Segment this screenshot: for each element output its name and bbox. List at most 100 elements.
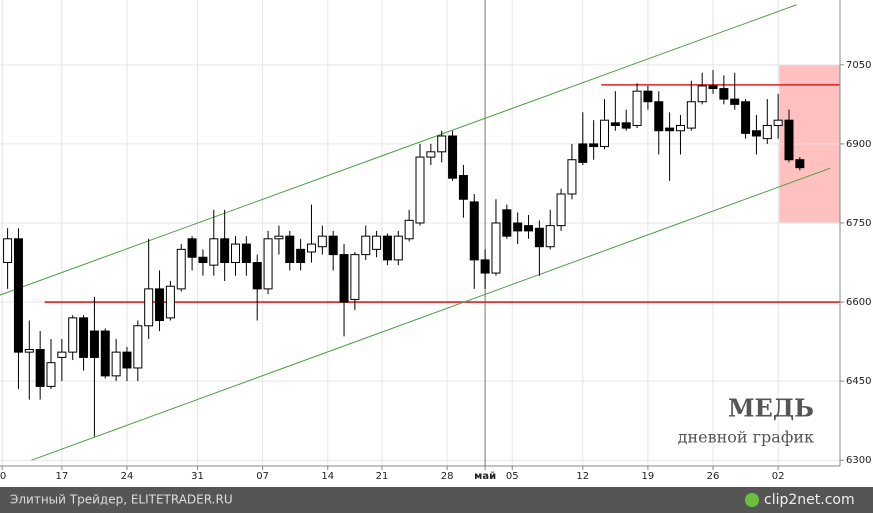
candle-body: [784, 119, 794, 161]
x-tick-label: 31: [191, 471, 204, 482]
y-tick-label: 6900: [846, 139, 871, 150]
candle-body: [730, 98, 740, 105]
x-tick-label: 21: [376, 471, 389, 482]
footer-text: Элитный Трейдер, ELITETRADER.RU: [10, 493, 233, 507]
candle-body: [632, 90, 642, 126]
candle-body: [567, 159, 577, 195]
candle-body: [339, 254, 349, 303]
candle-body: [209, 238, 219, 266]
candle-body: [382, 235, 392, 261]
candle-body: [643, 90, 653, 103]
x-tick-label: 19: [642, 471, 655, 482]
candle-body: [751, 130, 761, 137]
candle-body: [296, 248, 306, 264]
candle-body: [165, 285, 175, 319]
candle-body: [534, 227, 544, 248]
watermark: clip2net.com: [764, 492, 855, 508]
candle-body: [741, 101, 751, 134]
x-tick-label: 05: [506, 471, 519, 482]
candle-body: [524, 225, 534, 232]
candle-body: [3, 238, 13, 264]
trend-line: [31, 167, 831, 461]
candle-body: [122, 351, 132, 369]
candle-body: [198, 256, 208, 264]
x-tick-label: 28: [441, 471, 454, 482]
candle-body: [241, 243, 251, 264]
candle-body: [773, 119, 783, 126]
candle-body: [46, 362, 56, 387]
candle-body: [133, 325, 143, 369]
candle-body: [285, 235, 295, 264]
candle-body: [393, 235, 403, 261]
candle-body: [697, 85, 707, 103]
candle-body: [502, 209, 512, 237]
candle-body: [57, 351, 67, 358]
candle-body: [404, 219, 414, 240]
x-tick-label: 26: [707, 471, 720, 482]
x-tick-label: 24: [121, 471, 134, 482]
candle-body: [599, 119, 609, 148]
chart-title: МЕДЬ: [728, 394, 814, 423]
candle-body: [795, 159, 805, 169]
candle-body: [610, 122, 620, 126]
x-tick-label: 0: [0, 471, 6, 482]
candle-body: [328, 235, 338, 256]
candle-body: [79, 317, 89, 358]
candle-body: [155, 288, 165, 322]
candle-body: [458, 175, 468, 200]
logo-icon: [745, 493, 759, 507]
candle-body: [719, 88, 729, 100]
candle-body: [426, 151, 436, 158]
candle-body: [686, 101, 696, 129]
candle-body: [665, 127, 675, 132]
candle-body: [111, 351, 121, 377]
candle-body: [13, 238, 23, 353]
plot-area: [0, 0, 840, 466]
candle-body: [24, 349, 34, 353]
candle-body: [317, 235, 327, 248]
candle-body: [654, 101, 664, 132]
footer-bar: [0, 487, 873, 513]
candle-body: [621, 122, 631, 129]
candle-body: [176, 248, 186, 290]
trend-line: [0, 4, 797, 296]
candle-body: [762, 124, 772, 140]
candle-body: [513, 222, 523, 232]
candle-body: [89, 330, 99, 358]
candle-body: [361, 235, 371, 256]
candle-body: [68, 317, 78, 353]
x-tick-label: 07: [256, 471, 269, 482]
candle-body: [144, 288, 154, 327]
candle-body: [350, 254, 360, 300]
candle-body: [469, 201, 479, 261]
candle-body: [480, 259, 490, 274]
candle-body: [437, 135, 447, 153]
x-tick-label: 02: [772, 471, 785, 482]
candle-body: [231, 243, 241, 264]
candle-body: [556, 193, 566, 227]
candle-body: [578, 143, 588, 163]
x-tick-label: 14: [321, 471, 334, 482]
y-tick-label: 6450: [846, 376, 871, 387]
candle-body: [372, 235, 382, 250]
x-tick-label: 12: [576, 471, 589, 482]
candle-body: [274, 235, 284, 240]
candle-body: [448, 135, 458, 179]
candle-body: [306, 243, 316, 253]
candle-body: [187, 238, 197, 258]
candle-body: [675, 124, 685, 132]
candle-body: [263, 238, 273, 290]
y-tick-label: 6300: [846, 455, 871, 466]
candle-body: [545, 225, 555, 248]
candle-body: [708, 85, 718, 90]
candle-body: [491, 222, 501, 274]
x-tick-label: май: [474, 471, 496, 482]
candle-body: [220, 238, 230, 264]
candle-body: [35, 349, 45, 387]
y-tick-label: 6600: [846, 297, 871, 308]
candle-body: [252, 262, 262, 290]
candle-body: [589, 143, 599, 148]
chart-subtitle: дневной график: [678, 428, 814, 447]
y-tick-label: 7050: [846, 60, 871, 71]
